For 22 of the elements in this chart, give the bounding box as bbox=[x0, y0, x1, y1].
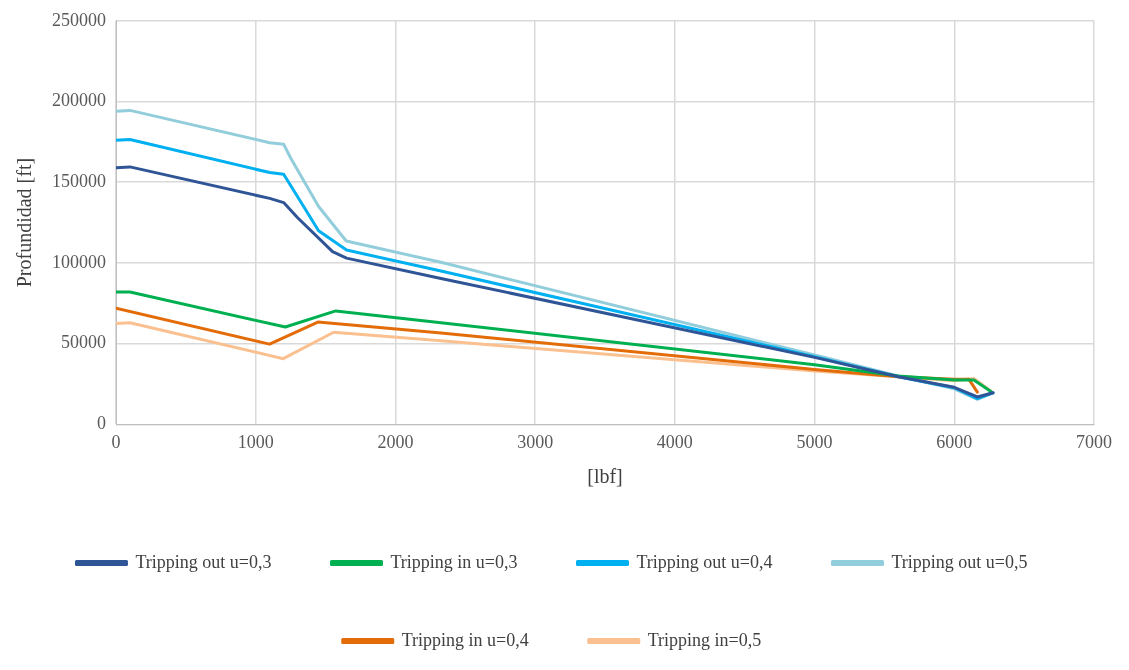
legend-label: Tripping out u=0,5 bbox=[891, 551, 1028, 572]
x-tick-label: 3000 bbox=[517, 431, 554, 452]
y-tick-label: 50000 bbox=[61, 332, 106, 353]
x-tick-label: 6000 bbox=[936, 431, 973, 452]
x-tick-label: 1000 bbox=[237, 431, 274, 452]
legend-label: Tripping out u=0,4 bbox=[636, 551, 773, 572]
x-tick-label: 7000 bbox=[1076, 431, 1112, 452]
x-tick-label: 0 bbox=[111, 431, 121, 452]
legend-label: Tripping out u=0,3 bbox=[135, 551, 272, 572]
y-tick-label: 150000 bbox=[52, 170, 106, 191]
legend-label: Tripping in u=0,4 bbox=[401, 629, 529, 650]
y-tick-label: 200000 bbox=[52, 90, 106, 111]
legend-label: Tripping in u=0,3 bbox=[390, 551, 518, 572]
y-axis-title: Profundidad [ft] bbox=[13, 157, 36, 288]
x-tick-label: 2000 bbox=[377, 431, 414, 452]
x-tick-label: 4000 bbox=[656, 431, 693, 452]
y-tick-label: 250000 bbox=[52, 9, 106, 30]
y-tick-label: 100000 bbox=[52, 251, 106, 272]
x-tick-label: 5000 bbox=[796, 431, 833, 452]
x-axis-title: [lbf] bbox=[587, 465, 623, 488]
y-tick-label: 0 bbox=[97, 413, 106, 434]
legend-label: Tripping in=0,5 bbox=[647, 629, 762, 650]
